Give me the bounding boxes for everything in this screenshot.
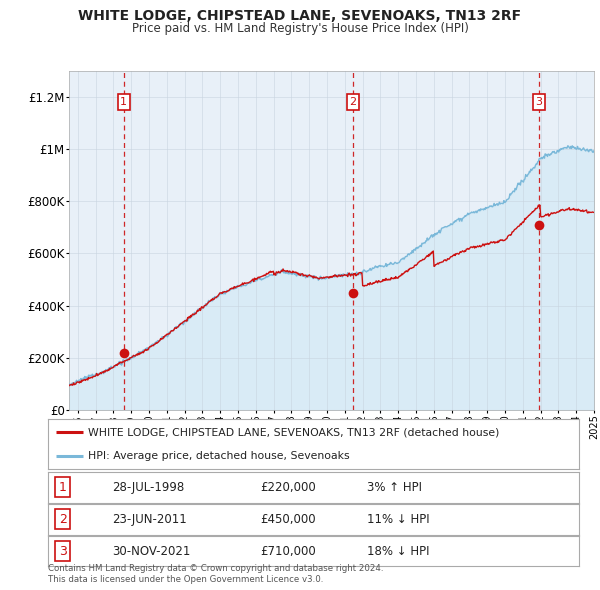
Text: 1: 1 <box>121 97 127 107</box>
Text: £220,000: £220,000 <box>260 481 316 494</box>
Text: 11% ↓ HPI: 11% ↓ HPI <box>367 513 429 526</box>
Text: 2: 2 <box>349 97 356 107</box>
Text: Contains HM Land Registry data © Crown copyright and database right 2024.: Contains HM Land Registry data © Crown c… <box>48 565 383 573</box>
Text: 23-JUN-2011: 23-JUN-2011 <box>112 513 187 526</box>
Text: 3: 3 <box>59 545 67 558</box>
Text: £450,000: £450,000 <box>260 513 316 526</box>
Text: This data is licensed under the Open Government Licence v3.0.: This data is licensed under the Open Gov… <box>48 575 323 584</box>
Text: 30-NOV-2021: 30-NOV-2021 <box>112 545 190 558</box>
Text: 1: 1 <box>59 481 67 494</box>
Text: 2: 2 <box>59 513 67 526</box>
Text: WHITE LODGE, CHIPSTEAD LANE, SEVENOAKS, TN13 2RF: WHITE LODGE, CHIPSTEAD LANE, SEVENOAKS, … <box>79 9 521 23</box>
Text: 3% ↑ HPI: 3% ↑ HPI <box>367 481 422 494</box>
Text: HPI: Average price, detached house, Sevenoaks: HPI: Average price, detached house, Seve… <box>88 451 349 461</box>
Text: Price paid vs. HM Land Registry's House Price Index (HPI): Price paid vs. HM Land Registry's House … <box>131 22 469 35</box>
Text: WHITE LODGE, CHIPSTEAD LANE, SEVENOAKS, TN13 2RF (detached house): WHITE LODGE, CHIPSTEAD LANE, SEVENOAKS, … <box>88 427 499 437</box>
Text: 28-JUL-1998: 28-JUL-1998 <box>112 481 184 494</box>
Text: £710,000: £710,000 <box>260 545 316 558</box>
Text: 3: 3 <box>536 97 542 107</box>
Text: 18% ↓ HPI: 18% ↓ HPI <box>367 545 429 558</box>
